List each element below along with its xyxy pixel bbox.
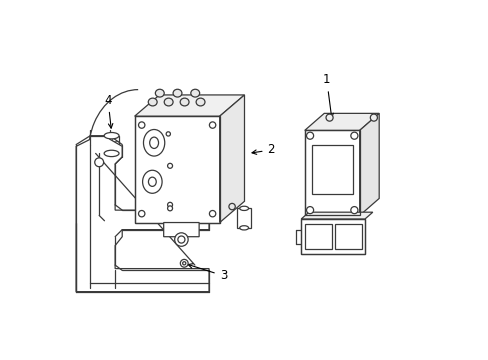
Ellipse shape xyxy=(183,262,185,265)
Ellipse shape xyxy=(148,98,157,106)
Ellipse shape xyxy=(167,163,172,168)
Ellipse shape xyxy=(209,122,215,128)
Bar xyxy=(134,116,219,222)
Ellipse shape xyxy=(148,177,156,186)
Ellipse shape xyxy=(209,211,215,217)
Ellipse shape xyxy=(180,98,189,106)
Bar xyxy=(301,219,364,255)
Ellipse shape xyxy=(167,206,172,211)
Polygon shape xyxy=(301,219,364,255)
Polygon shape xyxy=(134,116,219,222)
Polygon shape xyxy=(163,222,199,242)
Ellipse shape xyxy=(166,132,170,136)
Ellipse shape xyxy=(95,158,103,167)
Ellipse shape xyxy=(174,233,188,246)
Ellipse shape xyxy=(164,98,173,106)
Ellipse shape xyxy=(173,89,182,97)
Ellipse shape xyxy=(190,89,199,97)
Polygon shape xyxy=(219,95,244,222)
Text: 3: 3 xyxy=(188,264,226,282)
Ellipse shape xyxy=(167,202,172,207)
Ellipse shape xyxy=(239,206,248,211)
Ellipse shape xyxy=(350,207,357,214)
Ellipse shape xyxy=(138,122,144,128)
Ellipse shape xyxy=(155,89,164,97)
Text: 4: 4 xyxy=(104,94,113,128)
Bar xyxy=(311,145,352,194)
Ellipse shape xyxy=(306,207,313,214)
Ellipse shape xyxy=(178,236,184,243)
Bar xyxy=(304,224,331,249)
Polygon shape xyxy=(301,212,372,219)
Polygon shape xyxy=(76,136,209,292)
Text: 2: 2 xyxy=(251,143,274,156)
Ellipse shape xyxy=(239,226,248,230)
Ellipse shape xyxy=(104,150,119,157)
Bar xyxy=(334,224,362,249)
Ellipse shape xyxy=(196,98,204,106)
Polygon shape xyxy=(134,95,244,116)
Bar xyxy=(237,208,251,228)
Ellipse shape xyxy=(228,203,235,210)
Ellipse shape xyxy=(369,114,377,121)
Ellipse shape xyxy=(180,260,188,267)
Ellipse shape xyxy=(142,170,162,193)
Polygon shape xyxy=(359,113,378,215)
Ellipse shape xyxy=(138,211,144,217)
Polygon shape xyxy=(304,113,378,130)
Ellipse shape xyxy=(149,137,158,148)
Ellipse shape xyxy=(143,130,164,156)
Ellipse shape xyxy=(104,132,119,139)
Ellipse shape xyxy=(350,132,357,139)
Ellipse shape xyxy=(306,132,313,139)
Text: 1: 1 xyxy=(322,73,333,118)
Polygon shape xyxy=(304,130,359,215)
Ellipse shape xyxy=(325,114,332,121)
Bar xyxy=(304,130,359,215)
